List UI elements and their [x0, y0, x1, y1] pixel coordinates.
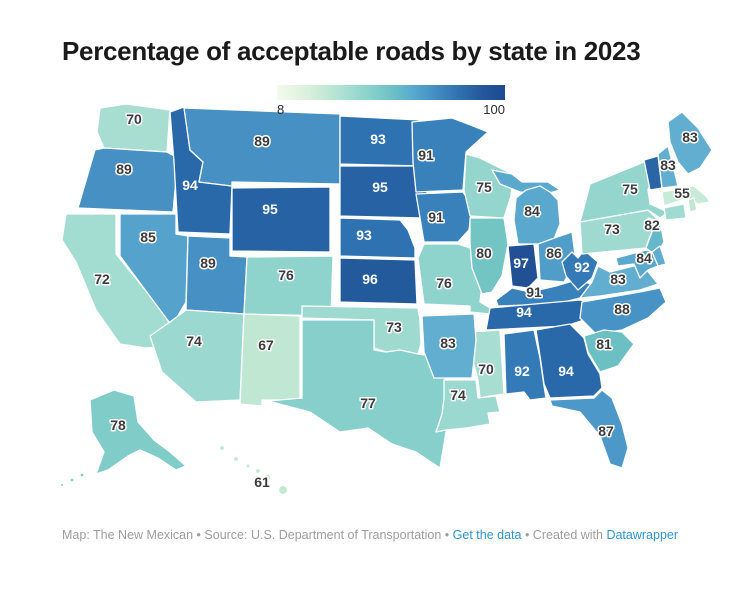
state-ma[interactable] — [661, 185, 711, 207]
footer-link[interactable]: Datawrapper — [606, 528, 679, 542]
state-nm[interactable] — [239, 313, 301, 407]
state-nc[interactable] — [579, 287, 667, 335]
state-az[interactable] — [149, 309, 245, 403]
state-ar[interactable] — [421, 313, 477, 379]
state-sc[interactable] — [583, 329, 635, 373]
state-in[interactable] — [507, 243, 539, 289]
footer-attribution: Map: The New Mexican • Source: U.S. Depa… — [62, 527, 687, 545]
state-wy[interactable] — [231, 186, 331, 253]
state-ct[interactable] — [663, 203, 687, 221]
legend-min-label: 8 — [277, 102, 285, 117]
footer-text: Created with — [532, 528, 607, 542]
state-la[interactable] — [435, 379, 501, 433]
footer-link[interactable]: Get the data — [452, 528, 522, 542]
footer-separator: • — [521, 528, 533, 542]
state-md[interactable] — [615, 249, 659, 279]
page-title: Percentage of acceptable roads by state … — [62, 36, 641, 66]
state-me[interactable] — [667, 111, 713, 175]
footer-separator: • — [441, 528, 453, 542]
state-wi[interactable] — [463, 153, 514, 219]
states-layer — [59, 103, 713, 496]
footer-text: Map: The New Mexican — [62, 528, 194, 542]
state-wa[interactable] — [96, 103, 171, 153]
state-ks[interactable] — [339, 257, 418, 305]
state-nd[interactable] — [339, 115, 423, 167]
state-ca[interactable] — [61, 213, 171, 349]
state-il[interactable] — [469, 217, 509, 295]
footer-separator: • — [193, 528, 205, 542]
legend-max-label: 100 — [483, 102, 505, 117]
color-legend: 8 100 — [277, 85, 505, 117]
state-tx[interactable] — [267, 319, 453, 469]
legend-labels: 8 100 — [277, 102, 505, 117]
state-or[interactable] — [77, 147, 179, 213]
state-mi[interactable] — [491, 169, 561, 245]
state-ne[interactable] — [339, 217, 416, 259]
state-mt[interactable] — [183, 107, 341, 187]
footer-text: Source: U.S. Department of Transportatio… — [204, 528, 442, 542]
state-nh[interactable] — [657, 145, 679, 189]
state-ak[interactable] — [59, 389, 187, 488]
state-hi[interactable] — [218, 444, 289, 496]
state-ri[interactable] — [687, 197, 698, 213]
state-ia[interactable] — [415, 191, 473, 243]
legend-gradient-bar — [277, 85, 505, 100]
state-fl[interactable] — [549, 389, 629, 469]
state-mn[interactable] — [411, 117, 489, 193]
state-al[interactable] — [503, 329, 547, 401]
state-wv[interactable] — [561, 249, 599, 291]
